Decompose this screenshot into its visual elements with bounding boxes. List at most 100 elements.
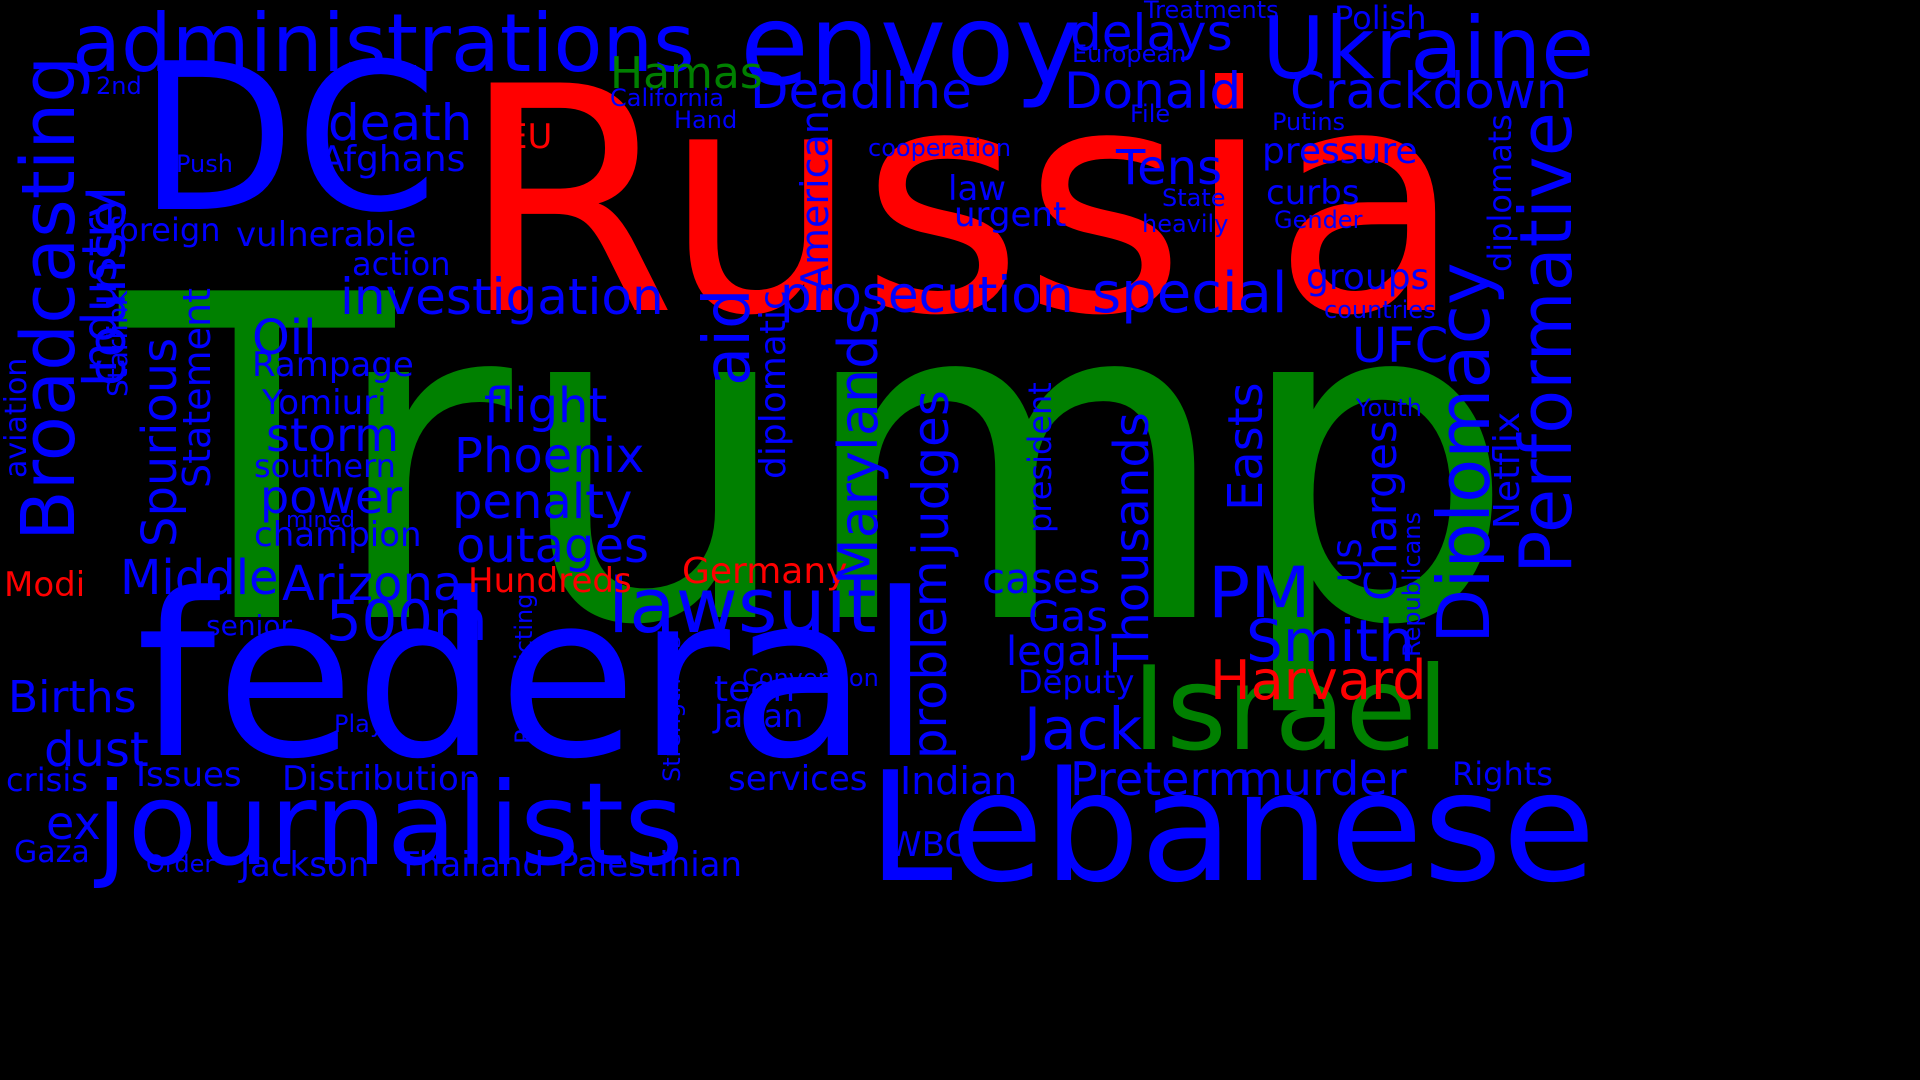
word-harvard: Harvard	[1210, 649, 1427, 712]
word-youth: Youth	[1356, 394, 1422, 422]
word-murder: murder	[1238, 752, 1407, 806]
word-diplomatic: diplomatic	[753, 290, 794, 479]
word-easts: Easts	[1218, 382, 1274, 511]
word-netflix: Netflix	[1487, 411, 1528, 529]
word-american: American	[793, 110, 837, 291]
word-play: Play	[334, 710, 385, 738]
word-wbc: WBC	[888, 825, 969, 865]
word-california: California	[610, 84, 724, 112]
word-president: president	[1021, 382, 1059, 533]
word-crisis: crisis	[6, 761, 88, 799]
word-journalists: journalists	[96, 758, 684, 891]
word-foreign: foreign	[108, 211, 221, 249]
word-investigation: investigation	[340, 268, 664, 326]
word-gender: Gender	[1274, 206, 1363, 234]
word-us: US	[1331, 538, 1369, 582]
word-mined: mined	[286, 508, 355, 533]
word-outages: outages	[456, 518, 650, 574]
word-hand: Hand	[674, 106, 738, 134]
word-flight: flight	[484, 378, 608, 434]
word-500m: 500m	[326, 589, 488, 654]
word-curbs: curbs	[1266, 173, 1360, 213]
word-2nd: 2nd	[96, 72, 142, 100]
word-statement: Statement	[175, 288, 219, 488]
word-thousands: Thousands	[1104, 412, 1160, 672]
word-gaza: Gaza	[14, 835, 90, 870]
word-storm: storm	[266, 408, 400, 462]
word-lawsuit: lawsuit	[608, 561, 877, 650]
word-dust: dust	[44, 722, 149, 778]
word-vulnerable: vulnerable	[236, 215, 417, 255]
word-starlink: Starlink	[101, 290, 134, 397]
word-jack: Jack	[1024, 695, 1143, 763]
word-eu: EU	[506, 117, 553, 157]
word-ufc: UFC	[1352, 318, 1449, 374]
word-deputy: Deputy	[1018, 663, 1135, 701]
word-services: services	[728, 759, 868, 799]
word-prosecution: prosecution	[780, 266, 1074, 324]
word-births: Births	[8, 672, 137, 723]
word-preterm: Preterm	[1070, 752, 1253, 806]
word-cooperation: cooperation	[868, 134, 1012, 162]
word-hundreds: Hundreds	[468, 561, 632, 601]
word-arizona: Arizona	[282, 556, 463, 612]
word-power: power	[260, 470, 403, 524]
word-phoenix: Phoenix	[454, 428, 645, 484]
word-thailand: Thailand	[398, 845, 545, 885]
word-strengthens: Strengthens	[658, 635, 686, 782]
word-death: death	[328, 94, 473, 152]
word-diplomats: diplomats	[1481, 114, 1519, 272]
word-japan: Japan	[714, 697, 804, 735]
word-smith: Smith	[1246, 607, 1415, 675]
word-push: Push	[176, 150, 233, 178]
word-southern: southern	[254, 447, 396, 485]
word-crackdown: Crackdown	[1290, 62, 1568, 120]
word-senior: senior	[206, 609, 292, 642]
word-aviation: aviation	[0, 357, 34, 478]
word-israel: Israel	[1132, 642, 1450, 777]
word-rights: Rights	[1452, 755, 1553, 793]
word-palestinian: Palestinian	[558, 845, 743, 885]
word-pressure: pressure	[1262, 131, 1418, 172]
word-russia: Russia	[460, 20, 1464, 384]
word-rampage: Rampage	[252, 345, 414, 385]
word-issues: Issues	[136, 755, 242, 795]
word-penalty: penalty	[452, 474, 633, 530]
word-afghans: Afghans	[320, 139, 466, 180]
word-deadline: Deadline	[750, 62, 972, 120]
word-aid: aid	[691, 288, 765, 386]
word-dc: DC	[138, 21, 438, 258]
word-order: Order	[146, 850, 215, 878]
word-judges: judges	[902, 390, 960, 556]
word-champion: champion	[254, 515, 422, 555]
word-teen: teen	[714, 669, 796, 710]
word-ukraine: Ukraine	[1262, 0, 1595, 99]
word-action: action	[352, 245, 451, 283]
word-tens: Tens	[1116, 140, 1223, 196]
word-jackson: Jackson	[240, 845, 370, 885]
word-delays: delays	[1070, 4, 1233, 62]
word-special: special	[1092, 261, 1288, 326]
word-treatments: Treatments	[1144, 0, 1279, 24]
word-countries: countries	[1324, 296, 1436, 324]
word-heavily: heavily	[1142, 210, 1229, 238]
word-administrations: administrations	[72, 0, 695, 90]
word-legal: legal	[1006, 629, 1103, 675]
word-lebanese: Lebanese	[868, 739, 1596, 916]
word-donald: Donald	[1064, 62, 1242, 120]
word-modi: Modi	[4, 565, 86, 605]
word-gas: Gas	[1028, 592, 1109, 641]
word-redistricting: Redistricting	[510, 593, 538, 744]
word-trump: Trump	[120, 201, 1517, 723]
word-pm: PM	[1208, 552, 1311, 634]
word-middle: Middle	[120, 550, 279, 606]
word-indian: Indian	[900, 759, 1018, 803]
word-envoy: envoy	[740, 0, 1081, 111]
word-polish: Polish	[1334, 0, 1427, 37]
word-file: File	[1130, 100, 1171, 128]
word-marylands: Marylands	[827, 306, 890, 585]
word-distribution: Distribution	[282, 759, 481, 799]
word-germany: Germany	[682, 551, 848, 592]
word-state: State	[1162, 184, 1226, 212]
